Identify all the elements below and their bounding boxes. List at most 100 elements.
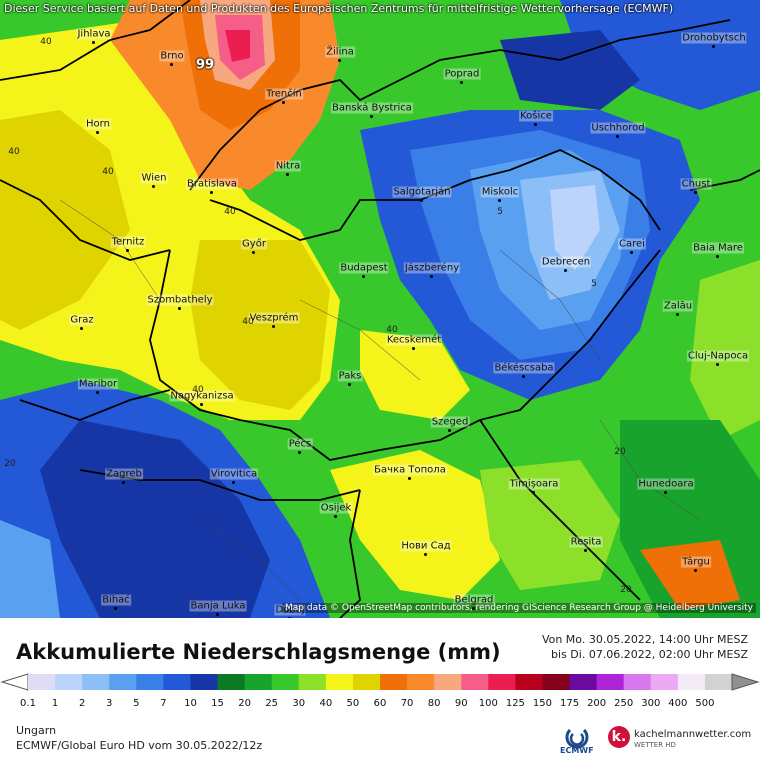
color-step — [434, 674, 462, 690]
city-label: Graz — [69, 314, 95, 326]
city-dot — [288, 617, 291, 618]
city-label: Horn — [85, 118, 111, 130]
city-dot — [460, 81, 463, 84]
city-dot — [420, 199, 423, 202]
scale-tick: 10 — [184, 698, 197, 709]
city-label: Carei — [618, 238, 646, 250]
color-step — [380, 674, 408, 690]
city-label: Bratislava — [186, 178, 238, 190]
contour-value: 20 — [4, 459, 16, 469]
period-from: Von Mo. 30.05.2022, 14:00 Uhr MESZ — [541, 633, 748, 646]
color-step — [136, 674, 164, 690]
city-label: Trenčín — [265, 88, 303, 100]
city-label: Maribor — [77, 378, 119, 390]
city-dot — [80, 327, 83, 330]
city-dot — [200, 403, 203, 406]
kachelmann-logo-icon[interactable]: k. — [608, 726, 630, 748]
color-step — [271, 674, 300, 690]
map-data-attribution[interactable]: Map data © OpenStreetMap contributors, r… — [282, 603, 756, 613]
precipitation-map[interactable]: Dieser Service basiert auf Daten und Pro… — [0, 0, 760, 618]
city-dot — [694, 191, 697, 194]
city-dot — [272, 325, 275, 328]
kachelmann-brand[interactable]: kachelmannwetter.com — [634, 729, 752, 740]
region-label: Ungarn — [16, 724, 57, 737]
scale-tick: 2 — [78, 698, 86, 709]
model-label: ECMWF/Global Euro HD vom 30.05.2022/12z — [16, 739, 263, 752]
color-step — [190, 674, 219, 690]
city-dot — [370, 115, 373, 118]
city-dot — [664, 491, 667, 494]
city-dot — [232, 481, 235, 484]
color-step — [623, 674, 652, 690]
city-label: Nagykanizsa — [169, 390, 235, 402]
city-label: Târgu — [681, 556, 711, 568]
city-dot — [430, 275, 433, 278]
city-label: Ternitz — [110, 236, 146, 248]
city-dot — [122, 481, 125, 484]
color-step — [569, 674, 598, 690]
ecmwf-attribution: Dieser Service basiert auf Daten und Pro… — [4, 2, 674, 15]
city-label: Timișoara — [508, 478, 560, 490]
city-dot — [362, 275, 365, 278]
legend-title: Akkumulierte Niederschlagsmenge (mm) — [16, 640, 501, 664]
city-label: Miskolc — [480, 186, 520, 198]
city-dot — [114, 607, 117, 610]
contour-value: 40 — [192, 385, 204, 395]
city-label: Doboj — [274, 604, 306, 616]
city-label: Kecskemét — [385, 334, 443, 346]
scale-arrow-right — [731, 673, 760, 691]
city-label: Salgótarján — [392, 186, 452, 198]
city-label: Wien — [140, 172, 168, 184]
city-dot — [96, 391, 99, 394]
city-dot — [630, 251, 633, 254]
city-dot — [210, 191, 213, 194]
color-step — [650, 674, 679, 690]
color-step — [407, 674, 435, 690]
legend-panel: Akkumulierte Niederschlagsmenge (mm) Von… — [0, 618, 760, 760]
city-dot — [96, 131, 99, 134]
precipitation-field — [0, 0, 760, 618]
period-to: bis Di. 07.06.2022, 02:00 Uhr MESZ — [551, 648, 748, 661]
scale-tick: 25 — [265, 698, 279, 709]
scale-tick: 3 — [106, 698, 113, 709]
city-label: Banská Bystrica — [331, 102, 413, 114]
city-label: Pécs — [287, 438, 313, 450]
city-label: Chust — [680, 178, 712, 190]
color-step — [55, 674, 83, 690]
city-dot — [348, 383, 351, 386]
color-step — [596, 674, 625, 690]
color-step — [677, 674, 706, 690]
city-dot — [412, 347, 415, 350]
city-label: Hunedoara — [637, 478, 695, 490]
contour-value: 20 — [614, 447, 626, 457]
contour-value: 40 — [224, 207, 236, 217]
color-step — [217, 674, 246, 690]
city-label: Bihać — [101, 594, 131, 606]
city-dot — [286, 173, 289, 176]
city-label: Brno — [159, 50, 185, 62]
city-dot — [298, 451, 301, 454]
city-dot — [178, 307, 181, 310]
city-dot — [472, 607, 475, 610]
scale-tick: 1 — [51, 698, 59, 709]
city-dot — [712, 45, 715, 48]
scale-tick: 30 — [292, 698, 306, 709]
color-step — [109, 674, 137, 690]
city-dot — [216, 613, 219, 616]
color-step — [163, 674, 191, 690]
city-dot — [408, 477, 411, 480]
city-label: Jihlava — [76, 28, 112, 40]
scale-arrow-left — [0, 673, 29, 691]
city-label: Szombathely — [146, 294, 214, 306]
city-dot — [252, 251, 255, 254]
city-dot — [616, 135, 619, 138]
contour-value: 40 — [242, 317, 254, 327]
city-label: Zalău — [662, 300, 694, 312]
scale-tick: 500 — [695, 698, 715, 709]
city-label: Cluj-Napoca — [686, 350, 750, 362]
scale-tick: 80 — [427, 698, 441, 709]
city-dot — [564, 269, 567, 272]
scale-tick: 175 — [559, 698, 580, 709]
max-value-label: 99 — [195, 57, 215, 73]
scale-tick: 15 — [211, 698, 224, 709]
